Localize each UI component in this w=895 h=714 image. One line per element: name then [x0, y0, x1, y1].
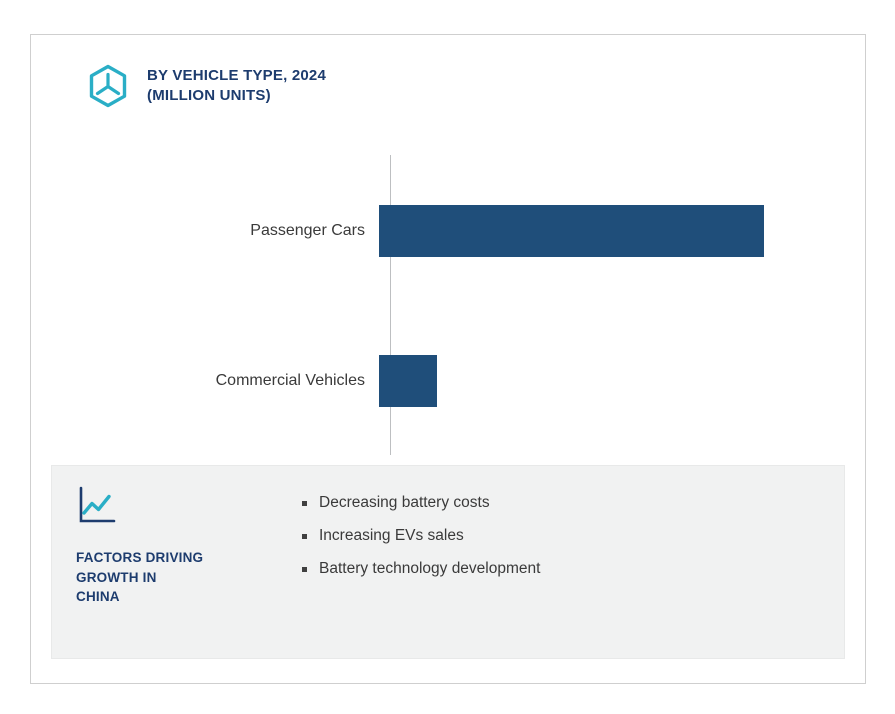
bullet-square-icon — [302, 566, 307, 572]
bullet-text: Battery technology development — [319, 560, 541, 577]
bar-rows: Passenger Cars Commercial Vehicles — [41, 205, 855, 505]
bar-row: Passenger Cars — [41, 205, 855, 257]
chart-title: BY VEHICLE TYPE, 2024 (MILLION UNITS) — [147, 63, 326, 105]
bar — [379, 355, 437, 407]
line-chart-icon — [79, 486, 116, 523]
bullet-text: Increasing EVs sales — [319, 527, 464, 544]
bar-row: Commercial Vehicles — [41, 355, 855, 407]
hexagon-cube-icon — [89, 64, 127, 108]
factor-list-item: Decreasing battery costs — [302, 494, 540, 512]
factors-left-column: FACTORS DRIVING GROWTH IN CHINA — [76, 484, 266, 642]
bullet-square-icon — [302, 500, 307, 506]
category-label: Commercial Vehicles — [215, 372, 365, 389]
factors-list: Decreasing battery costs Increasing EVs … — [302, 494, 540, 642]
bullet-text: Decreasing battery costs — [319, 494, 490, 511]
factor-list-item: Increasing EVs sales — [302, 527, 540, 545]
chart-card: BY VEHICLE TYPE, 2024 (MILLION UNITS) Pa… — [30, 34, 866, 684]
bullet-square-icon — [302, 533, 307, 539]
bar-track — [379, 355, 839, 407]
category-label: Passenger Cars — [250, 222, 365, 239]
factors-heading: FACTORS DRIVING GROWTH IN CHINA — [76, 550, 204, 605]
bar-chart: Passenger Cars Commercial Vehicles — [41, 155, 855, 455]
chart-title-line1: BY VEHICLE TYPE, 2024 — [147, 67, 326, 84]
bar-track — [379, 205, 839, 257]
factor-list-item: Battery technology development — [302, 560, 540, 578]
bar — [379, 205, 765, 257]
y-axis-line — [390, 155, 391, 455]
chart-title-line2: (MILLION UNITS) — [147, 86, 271, 104]
chart-header: BY VEHICLE TYPE, 2024 (MILLION UNITS) — [85, 63, 855, 109]
factors-panel: FACTORS DRIVING GROWTH IN CHINA Decreasi… — [51, 465, 845, 659]
